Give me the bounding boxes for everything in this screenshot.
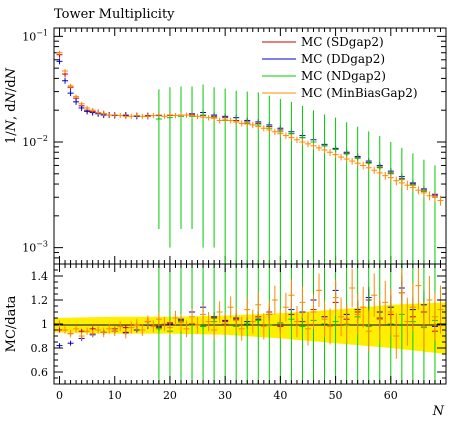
x-tick-label: 40 [273, 389, 287, 402]
main-plot-frame [53, 27, 447, 265]
x-tick-label: 60 [384, 389, 398, 402]
ratio-data-layer [56, 264, 444, 384]
main-y-axis-label: 1/N, dN/dN [4, 67, 19, 144]
main-y-tick-label: 10−1 [22, 28, 48, 43]
ratio-y-tick-label: 0.8 [31, 342, 49, 355]
legend-label-1: MC (DDgap2) [301, 52, 385, 66]
x-tick-label: 0 [56, 389, 63, 402]
legend-label-2: MC (NDgap2) [301, 69, 386, 83]
legend: MC (SDgap2) MC (DDgap2) MC (NDgap2) MC (Min… [262, 35, 418, 100]
main-y-tick-label: 10−2 [22, 134, 48, 149]
ratio-y-tick-label: 1.4 [31, 270, 49, 283]
ratio-series-3 [56, 264, 444, 359]
x-tick-label: 10 [108, 389, 122, 402]
legend-label-3: MC (MinBiasGap2) [301, 86, 418, 100]
ratio-uncertainty-band [54, 302, 446, 354]
main-y-tick-label: 10−3 [22, 240, 48, 255]
ratio-y-axis-label: MC/data [4, 295, 19, 352]
legend-label-0: MC (SDgap2) [301, 35, 384, 49]
main-data-layer [56, 50, 444, 264]
ratio-y-tick-label: 1.2 [31, 294, 49, 307]
ratio-axis-ticks: 0.6 0.8 1 1.2 1.4 0 10 20 30 40 50 60 [31, 263, 446, 402]
x-tick-label: 20 [163, 389, 177, 402]
x-axis-label: N [432, 404, 445, 419]
ratio-y-tick-label: 0.6 [31, 366, 49, 379]
ratio-series-2 [155, 264, 438, 384]
main-plot-area: 10−3 10−2 10−1 [22, 27, 447, 265]
x-tick-label: 30 [218, 389, 232, 402]
main-series-2 [155, 84, 438, 264]
ratio-plot-area: 0.6 0.8 1 1.2 1.4 0 10 20 30 40 50 60 [31, 263, 447, 402]
ratio-y-tick-label: 1 [41, 318, 48, 331]
main-series-3 [56, 50, 444, 206]
main-axis-ticks: 10−3 10−2 10−1 [22, 28, 446, 265]
x-tick-label: 50 [329, 389, 343, 402]
chart-title: Tower Multiplicity [54, 7, 175, 22]
ratio-band-fill [54, 302, 446, 354]
